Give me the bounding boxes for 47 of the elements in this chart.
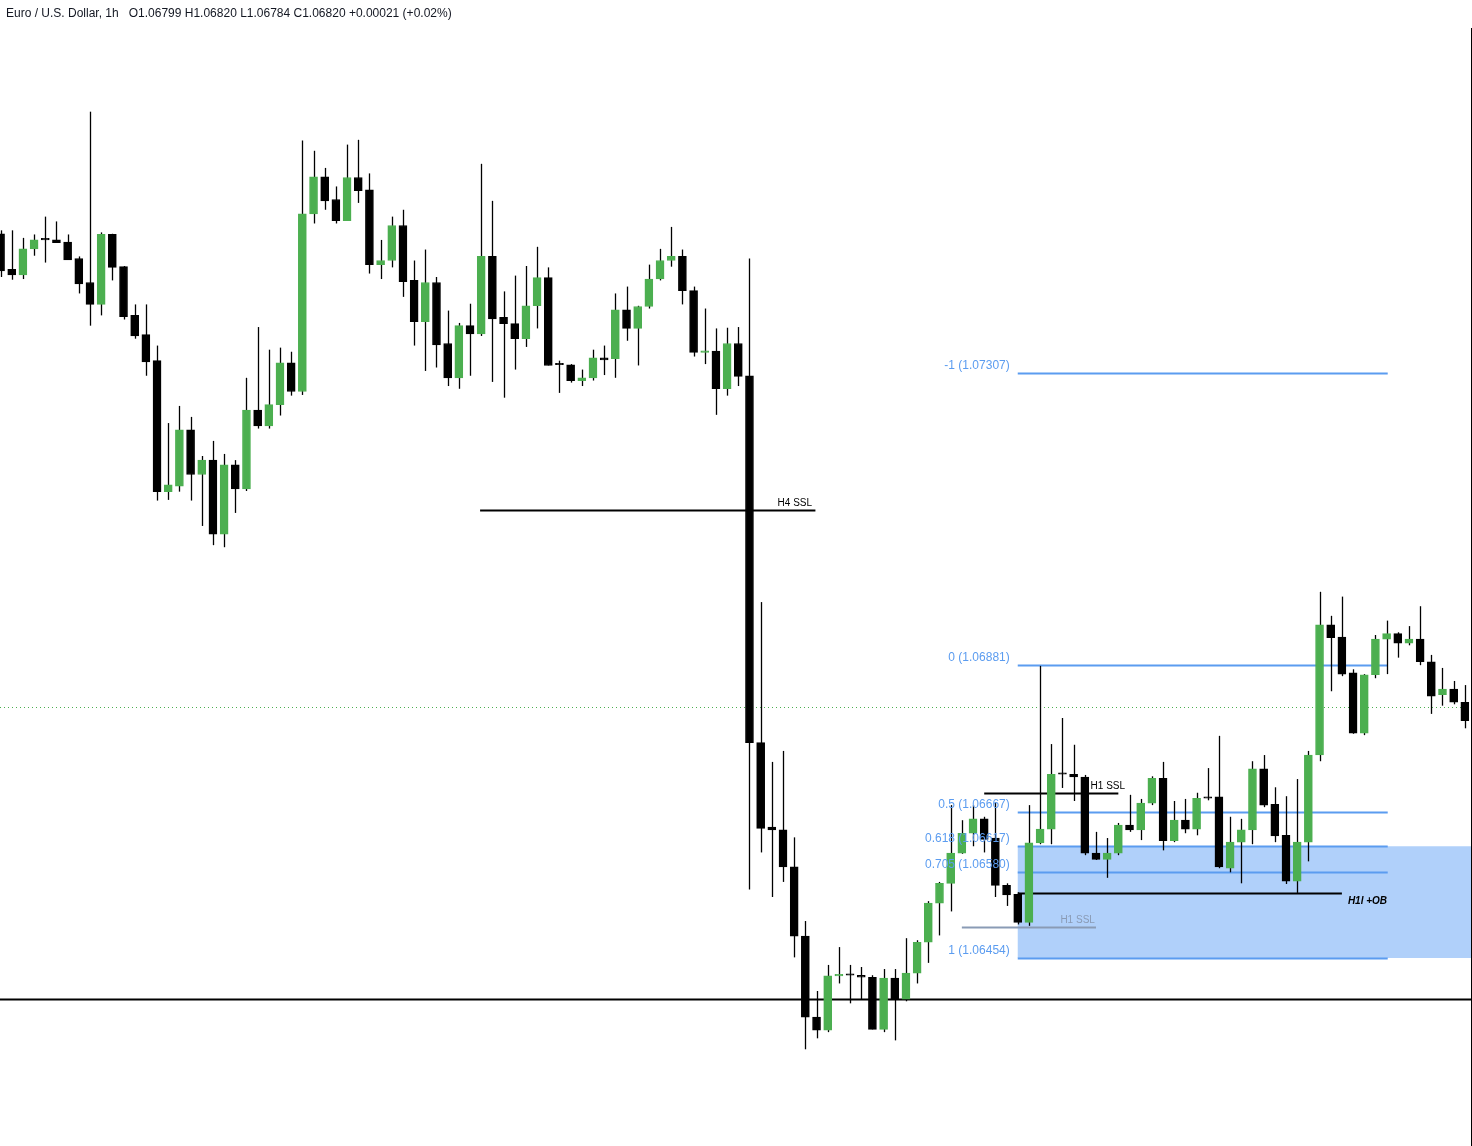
candlestick — [1058, 717, 1067, 789]
ref-line-label: H1 SSL — [1090, 779, 1126, 791]
candlestick — [633, 305, 643, 367]
candlestick — [197, 455, 207, 527]
candlestick — [1438, 667, 1447, 707]
candlestick — [666, 226, 676, 268]
candlestick — [465, 303, 475, 377]
candlestick — [230, 459, 240, 514]
candlestick — [1169, 800, 1179, 843]
ref-line-label: H1 SSL — [1060, 913, 1096, 925]
candlestick — [1404, 625, 1414, 646]
candlestick — [264, 349, 274, 430]
ref-line-label: 0 (1.06881) — [948, 650, 1010, 665]
ref-line-label: -1 (1.07307) — [944, 358, 1010, 372]
candlestick — [253, 326, 262, 430]
candlestick — [510, 274, 520, 371]
candlestick — [1326, 615, 1336, 692]
candlestick — [1449, 680, 1458, 705]
candlestick — [1382, 619, 1391, 675]
candlestick — [376, 239, 385, 280]
candlestick — [353, 139, 363, 204]
candlestick — [1236, 818, 1246, 884]
candlestick — [63, 233, 72, 261]
candlestick — [85, 111, 95, 327]
candlestick — [1125, 794, 1134, 833]
candlestick — [130, 303, 140, 340]
chart-title: Euro / U.S. Dollar, 1h — [6, 6, 119, 20]
candlestick — [1203, 767, 1213, 801]
candlestick — [163, 422, 173, 501]
ref-line-label: 1 (1.06454) — [948, 943, 1010, 958]
candlestick — [1181, 798, 1190, 834]
candlestick — [40, 215, 50, 264]
candlestick — [1102, 837, 1112, 879]
ref-line-label: 0.5 (1.06667) — [938, 796, 1010, 811]
candlestick — [700, 307, 710, 365]
candlestick — [1002, 882, 1011, 907]
candlestick — [7, 229, 17, 281]
candlestick — [935, 881, 944, 937]
ref-line-label: H1l +OB — [1347, 894, 1388, 906]
chart-subtitle: O1.06799 H1.06820 L1.06784 C1.06820 +0.00021 (+0.02%) — [128, 6, 452, 20]
candlestick — [1091, 831, 1101, 861]
candlestick — [320, 167, 330, 211]
candlestick — [622, 285, 631, 342]
candlestick — [499, 290, 508, 399]
candlestick — [331, 185, 341, 225]
ref-line-label: H4 SSL — [777, 497, 813, 509]
candlestick — [1393, 631, 1403, 659]
